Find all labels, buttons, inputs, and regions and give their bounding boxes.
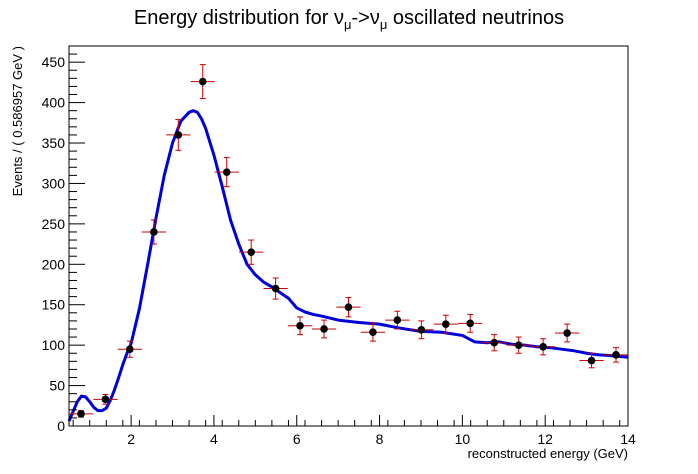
y-tick-label: 50 — [49, 378, 65, 394]
x-tick-label: 2 — [127, 431, 135, 447]
plot-area — [67, 64, 629, 422]
y-tick-label: 450 — [42, 54, 66, 70]
data-point — [101, 395, 110, 404]
y-tick-label: 150 — [42, 297, 66, 313]
data-point-group — [166, 119, 191, 151]
data-point — [126, 345, 134, 353]
data-point — [344, 303, 353, 311]
y-tick-label: 350 — [42, 135, 66, 151]
data-point-group — [336, 296, 361, 318]
x-tick-label: 4 — [210, 431, 218, 447]
data-point — [563, 329, 571, 337]
x-tick-label: 14 — [620, 431, 636, 447]
data-point — [587, 356, 596, 365]
y-axis: 0 50 100 150 200 250 300 350 400 450 — [42, 45, 85, 434]
data-point — [77, 410, 85, 418]
data-point-group — [409, 320, 434, 340]
x-tick-label: 8 — [376, 431, 384, 447]
data-point-group — [214, 157, 239, 188]
data-point — [417, 325, 426, 334]
data-point — [198, 77, 207, 86]
x-tick-label: 10 — [455, 431, 471, 447]
x-tick-label: 12 — [537, 431, 553, 447]
data-point-group — [141, 219, 167, 245]
data-point — [320, 325, 328, 333]
data-point-group — [579, 352, 604, 369]
y-tick-label: 400 — [42, 95, 66, 111]
data-point — [393, 316, 402, 324]
data-point — [539, 342, 547, 351]
data-point — [271, 284, 280, 293]
fit-curve — [67, 109, 629, 422]
data-point-group — [117, 340, 143, 358]
data-point-group — [93, 393, 118, 405]
data-point-group — [263, 277, 288, 300]
data-point-group — [482, 334, 507, 352]
data-point — [369, 328, 377, 337]
data-point-group — [506, 336, 531, 354]
x-axis-label: reconstructed energy (GeV) — [468, 446, 628, 461]
data-point-group — [360, 322, 386, 342]
data-point-group — [458, 313, 483, 333]
data-point — [514, 341, 523, 349]
data-point — [222, 168, 231, 176]
data-point — [490, 338, 499, 347]
data-point-group — [68, 410, 94, 418]
data-point — [466, 319, 475, 328]
y-tick-label: 250 — [42, 216, 66, 232]
data-point — [174, 131, 183, 139]
chart-title: Energy distribution for νμ->νμ oscillate… — [134, 7, 564, 32]
data-point-group — [287, 316, 313, 336]
y-tick-label: 200 — [42, 256, 66, 272]
y-tick-label: 0 — [57, 418, 65, 434]
data-point-group — [433, 314, 458, 334]
data-point — [150, 228, 158, 236]
data-point-group — [603, 347, 629, 363]
data-point — [296, 321, 304, 330]
data-point-group — [190, 64, 215, 100]
y-tick-label: 100 — [42, 337, 66, 353]
plot-frame — [68, 45, 629, 427]
data-point-group — [239, 239, 264, 265]
data-point — [247, 248, 255, 256]
data-point-group — [530, 338, 556, 356]
data-point-group — [385, 310, 410, 330]
y-tick-label: 300 — [42, 175, 66, 191]
data-point-group — [311, 319, 337, 339]
data-point — [612, 351, 620, 359]
x-axis: 2 4 6 8 10 12 14 — [72, 415, 636, 447]
data-point-group — [554, 323, 580, 343]
y-axis-label: Events / ( 0.586957 GeV ) — [10, 46, 25, 196]
x-tick-label: 6 — [293, 431, 301, 447]
data-point — [442, 320, 450, 328]
